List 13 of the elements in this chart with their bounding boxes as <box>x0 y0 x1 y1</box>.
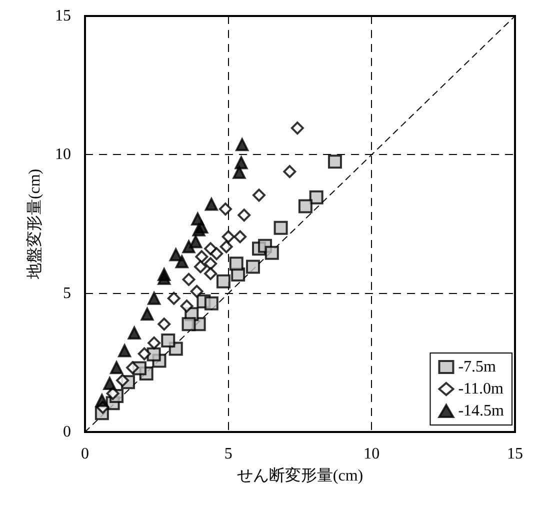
x-axis-title: せん断変形量(cm) <box>236 466 364 484</box>
x-tick-label: 15 <box>507 446 523 462</box>
x-tick-label: 5 <box>224 446 232 462</box>
legend-label: -7.5m <box>458 358 497 376</box>
legend-label: -11.0m <box>458 380 504 398</box>
y-tick-label: 0 <box>63 424 71 440</box>
y-tick-label: 15 <box>55 8 71 24</box>
legend-label: -14.5m <box>458 402 505 420</box>
x-tick-label: 10 <box>364 446 380 462</box>
y-tick-label: 5 <box>63 284 71 302</box>
y-axis-title: 地盤変形量(cm) <box>26 168 44 280</box>
y-tick-label: 10 <box>55 146 71 164</box>
x-tick-label: 0 <box>81 446 89 462</box>
